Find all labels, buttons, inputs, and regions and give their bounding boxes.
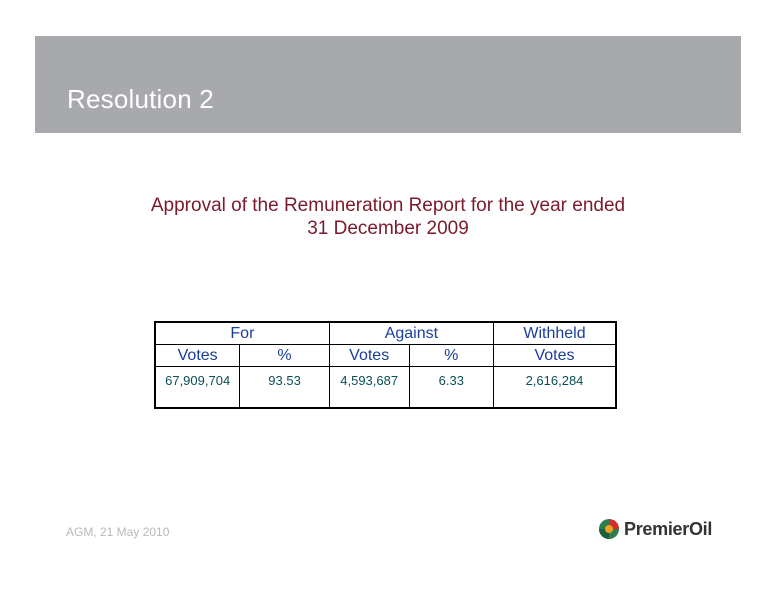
header-for: For <box>154 321 330 345</box>
slide-subtitle: Approval of the Remuneration Report for … <box>100 194 676 240</box>
subheader-against-votes: Votes <box>328 344 410 367</box>
cell-withheld-votes: 2,616,284 <box>493 366 617 409</box>
slide-title: Resolution 2 <box>67 84 214 114</box>
table-subheader-row: Votes % Votes % Votes <box>154 344 617 367</box>
premier-oil-logo: PremierOil <box>598 516 712 542</box>
cell-for-percent: 93.53 <box>239 366 330 409</box>
cell-against-percent: 6.33 <box>408 366 495 409</box>
header-against: Against <box>328 321 495 345</box>
table-header-row: For Against Withheld <box>154 321 617 345</box>
logo-wordmark: PremierOil <box>624 518 713 539</box>
cell-for-votes: 67,909,704 <box>154 366 241 409</box>
cell-against-votes: 4,593,687 <box>328 366 410 409</box>
subheader-for-percent: % <box>239 344 330 367</box>
subtitle-line-1: Approval of the Remuneration Report for … <box>150 195 626 216</box>
table-row: 67,909,704 93.53 4,593,687 6.33 2,616,28… <box>154 366 617 409</box>
title-band: Resolution 2 <box>35 36 741 133</box>
globe-icon <box>599 519 619 539</box>
subtitle-line-2: 31 December 2009 <box>307 218 469 239</box>
header-withheld: Withheld <box>493 321 617 345</box>
vote-results-table: For Against Withheld Votes % Votes % Vot… <box>154 321 617 409</box>
subheader-against-percent: % <box>408 344 495 367</box>
footer-text: AGM, 21 May 2010 <box>66 525 170 539</box>
subheader-for-votes: Votes <box>154 344 241 367</box>
subheader-withheld-votes: Votes <box>493 344 617 367</box>
